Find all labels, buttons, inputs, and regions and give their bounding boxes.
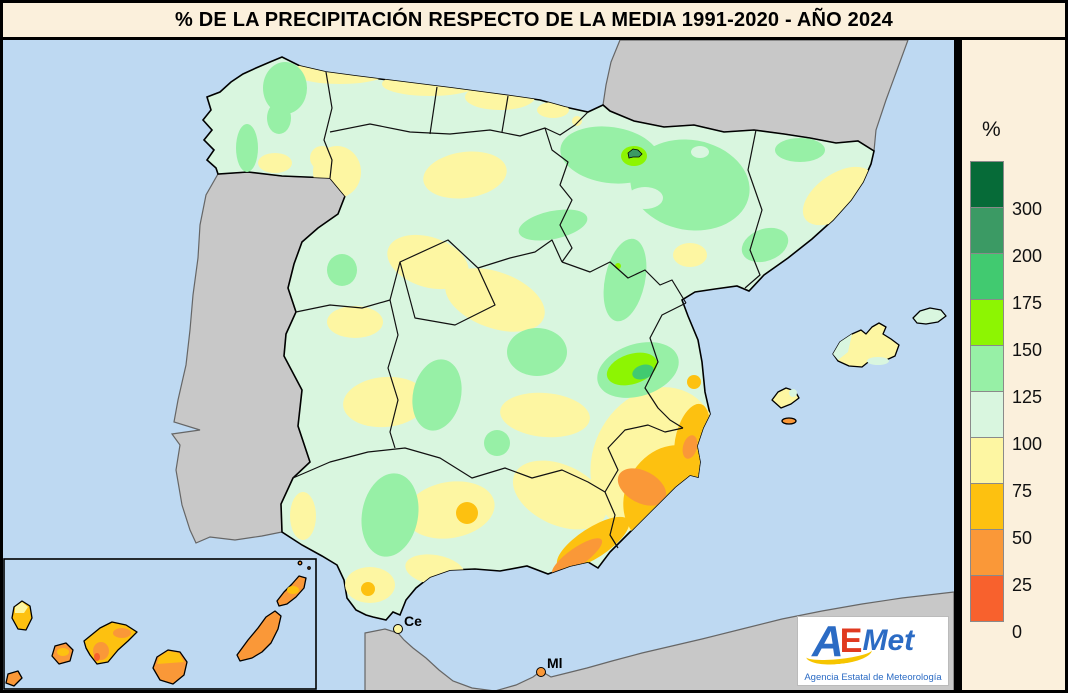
- svg-text:Ml: Ml: [547, 655, 563, 671]
- legend-unit-label: %: [982, 118, 1001, 141]
- legend-tick: 175: [1012, 293, 1043, 313]
- logo-letter-e: E: [839, 622, 863, 660]
- menorca: [912, 307, 947, 325]
- legend-tick: 75: [1012, 481, 1033, 501]
- islet: [307, 566, 311, 570]
- fuerteventura: [236, 610, 282, 662]
- map-title: % DE LA PRECIPITACIÓN RESPECTO DE LA MED…: [3, 3, 1065, 37]
- islet: [297, 560, 303, 566]
- precipitation-map: Ce Ml: [3, 40, 954, 690]
- ceuta-marker: Ce: [393, 613, 422, 634]
- legend-chip: [970, 207, 1004, 254]
- legend-chip: [970, 253, 1004, 300]
- huesca-wet-spot: [621, 146, 647, 166]
- logo-subtitle: Agencia Estatal de Meteorología: [804, 672, 942, 683]
- legend-colorbar: [970, 161, 1004, 622]
- legend-chip: [970, 391, 1004, 438]
- logo-letter-a: A: [812, 617, 844, 666]
- balearic-islands: [771, 307, 947, 425]
- valencia-wet-bullseye: [597, 342, 679, 398]
- legend-tick: 50: [1012, 528, 1033, 548]
- svg-text:Ce: Ce: [404, 613, 422, 629]
- legend-tick: 200: [1012, 246, 1043, 266]
- legend-chip: [970, 161, 1004, 208]
- formentera: [781, 417, 797, 425]
- region-borders: [292, 71, 763, 549]
- legend: % 300 200 175 150 125 100 75 50 25 0: [962, 40, 1065, 690]
- legend-tick: 300: [1012, 199, 1043, 219]
- melilla-marker: Ml: [536, 655, 563, 677]
- legend-chip: [970, 483, 1004, 530]
- logo-letters-met: Met: [862, 624, 915, 657]
- legend-tick: 0: [1012, 622, 1023, 642]
- legend-chip: [970, 345, 1004, 392]
- legend-chip: [970, 575, 1004, 622]
- legend-tick: 150: [1012, 340, 1043, 360]
- legend-chip: [970, 529, 1004, 576]
- mallorca: [832, 322, 900, 368]
- canary-inset: [3, 558, 317, 690]
- legend-tick: 25: [1012, 575, 1033, 595]
- dry-25-50-patches: [551, 435, 698, 576]
- legend-chip: [970, 299, 1004, 346]
- legend-chip: [970, 437, 1004, 484]
- map-legend-divider: [954, 40, 962, 690]
- aemet-logo: AEMet Agencia Estatal de Meteorología: [797, 616, 949, 686]
- legend-tick: 100: [1012, 434, 1043, 454]
- el-hierro: [5, 670, 23, 687]
- legend-tick: 125: [1012, 387, 1043, 407]
